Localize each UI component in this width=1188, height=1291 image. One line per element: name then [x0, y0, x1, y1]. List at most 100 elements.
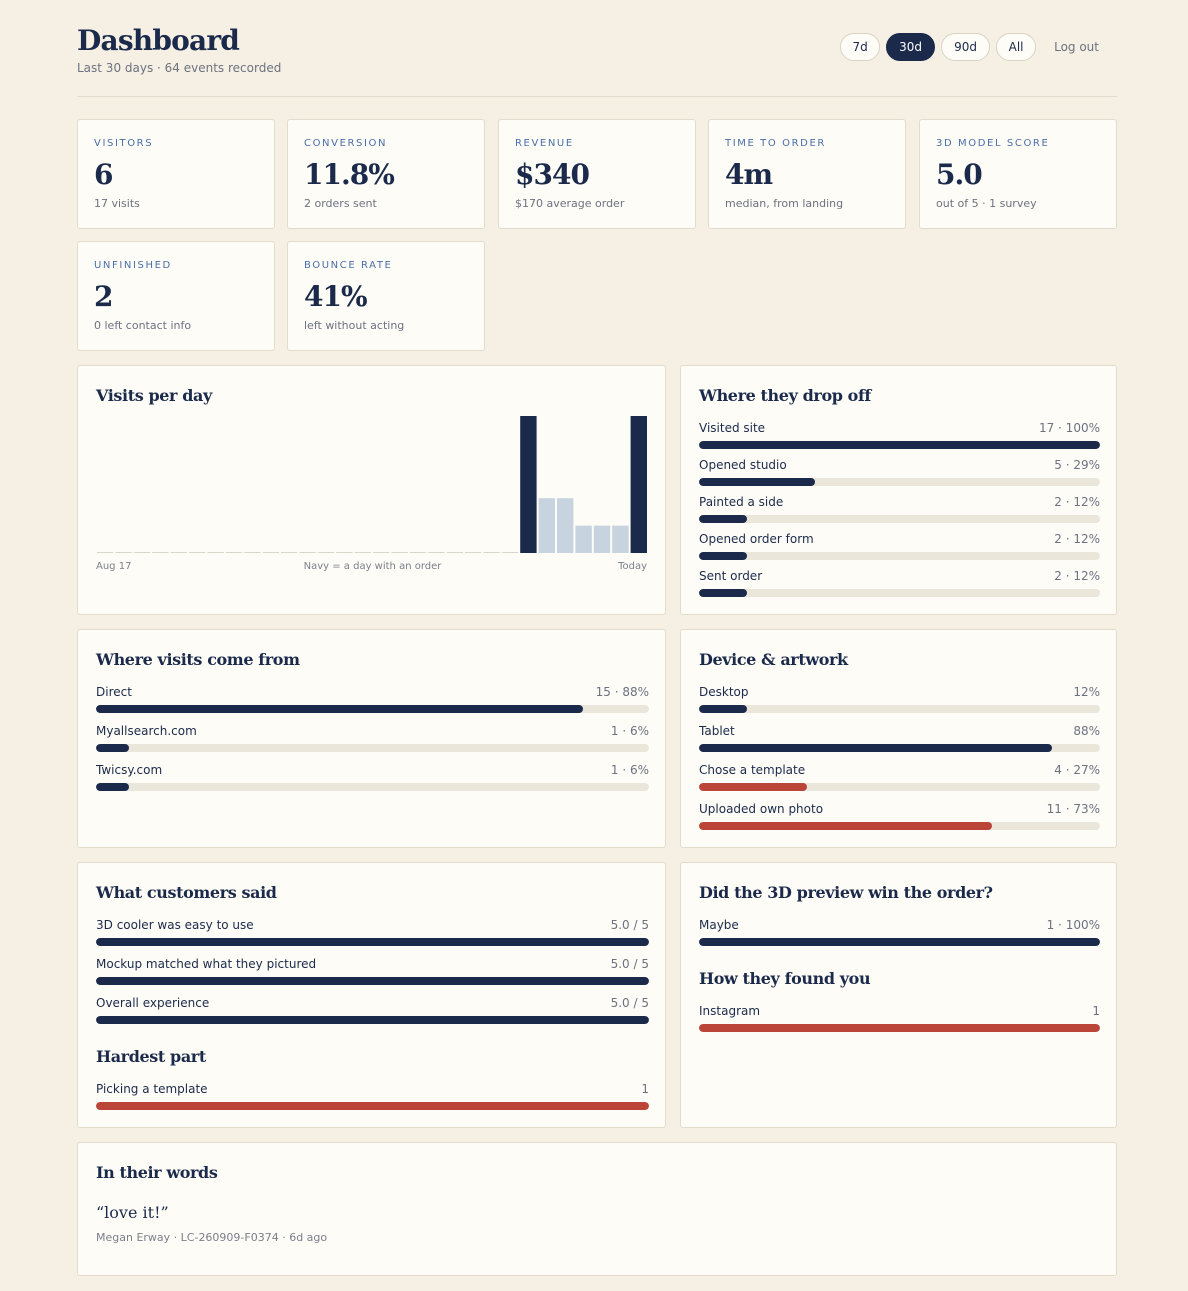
panel-title: Visits per day	[96, 386, 212, 405]
kpi-sub: left without acting	[304, 319, 405, 332]
kpi-value: 11.8%	[304, 158, 395, 191]
visits-chart	[97, 416, 647, 553]
kpi-value: 5.0	[936, 158, 983, 191]
kpi-label: CONVERSION	[304, 138, 388, 149]
empty-day-bar	[501, 552, 519, 553]
bar-label: Tablet	[699, 724, 735, 738]
customer-feedback-panel: What customers said 3D cooler was easy t…	[77, 862, 666, 1128]
empty-day-bar	[225, 552, 243, 553]
bar-fill	[699, 783, 808, 791]
bar-label: Opened studio	[699, 458, 787, 472]
empty-day-bar	[483, 552, 500, 553]
visit-sources-panel: Where visits come from Direct 15 · 88% Mya…	[77, 629, 666, 848]
kpi-value: $340	[515, 158, 590, 191]
bar-row: Painted a side 2 · 12%	[699, 495, 1100, 525]
range-90d-button[interactable]: 90d	[941, 33, 991, 61]
bar-label: Sent order	[699, 569, 763, 583]
bar-track	[699, 478, 1100, 486]
bar-value: 1	[641, 1082, 649, 1096]
bar-track	[699, 744, 1100, 752]
empty-day-bar	[465, 552, 482, 553]
empty-day-bar	[446, 552, 463, 553]
bar-value: 5.0 / 5	[610, 996, 649, 1010]
kpi-value: 6	[94, 158, 114, 191]
range-30d-button[interactable]: 30d	[886, 33, 936, 61]
bar-fill	[699, 552, 748, 560]
bar-label: Opened order form	[699, 532, 814, 546]
visit-day-bar	[612, 525, 629, 553]
bar-track	[699, 938, 1100, 946]
bar-label: Desktop	[699, 685, 749, 699]
empty-day-bar	[373, 552, 390, 553]
bar-row: Opened order form 2 · 12%	[699, 532, 1100, 562]
empty-day-bar	[336, 552, 353, 553]
empty-day-bar	[133, 552, 151, 553]
bar-row: Maybe 1 · 100%	[699, 918, 1100, 948]
visit-day-bar	[538, 498, 555, 553]
bar-label: Twicsy.com	[96, 763, 163, 777]
bar-value: 1 · 6%	[610, 724, 649, 738]
bar-value: 1 · 6%	[610, 763, 649, 777]
logout-link[interactable]: Log out	[1054, 40, 1099, 54]
bar-track	[699, 783, 1100, 791]
bar-row: Chose a template 4 · 27%	[699, 763, 1100, 793]
drop-off-panel: Where they drop off Visited site 17 · 100…	[680, 365, 1117, 615]
empty-day-bar	[281, 552, 298, 553]
bar-label: Overall experience	[96, 996, 210, 1010]
panel-title: In their words	[96, 1163, 218, 1182]
visit-day-bar	[575, 525, 592, 553]
bar-track	[96, 977, 649, 985]
range-7d-button[interactable]: 7d	[840, 33, 881, 61]
bar-row: Mockup matched what they pictured 5.0 / 5	[96, 957, 649, 987]
kpi-card-conversion: CONVERSION 11.8% 2 orders sent	[287, 119, 485, 229]
testimonial-quote: “love it!”	[96, 1203, 169, 1222]
bar-track	[699, 822, 1100, 830]
bar-row: Uploaded own photo 11 · 73%	[699, 802, 1100, 832]
panel-title: Did the 3D preview win the order?	[699, 883, 993, 902]
bar-label: Myallsearch.com	[96, 724, 197, 738]
empty-day-bar	[189, 552, 206, 553]
bar-fill	[96, 705, 583, 713]
bar-value: 2 · 12%	[1054, 569, 1100, 583]
bar-value: 5.0 / 5	[610, 957, 649, 971]
kpi-sub: $170 average order	[515, 197, 625, 210]
kpi-label: VISITORS	[94, 138, 154, 149]
order-day-bar	[630, 416, 647, 553]
bar-fill	[699, 478, 816, 486]
bar-row: Overall experience 5.0 / 5	[96, 996, 649, 1026]
bar-fill	[699, 938, 1100, 946]
bar-value: 2 · 12%	[1054, 495, 1100, 509]
bar-value: 15 · 88%	[595, 685, 649, 699]
visit-day-bar	[593, 525, 611, 553]
bar-fill	[699, 744, 1052, 752]
empty-day-bar	[262, 552, 279, 553]
empty-day-bar	[170, 552, 187, 553]
testimonial-panel: In their words “love it!” Megan Erway · …	[77, 1142, 1117, 1276]
kpi-sub: median, from landing	[725, 197, 844, 210]
range-all-button[interactable]: All	[996, 33, 1037, 61]
bar-value: 17 · 100%	[1038, 421, 1100, 435]
bar-row: Visited site 17 · 100%	[699, 421, 1100, 451]
page-title: Dashboard	[77, 24, 240, 57]
empty-day-bar	[97, 552, 114, 553]
bar-track	[96, 1102, 649, 1110]
panel-subtitle: How they found you	[699, 969, 871, 988]
empty-day-bar	[244, 552, 261, 553]
bar-track	[699, 705, 1100, 713]
chart-end-label: Today	[618, 561, 647, 572]
bar-value: 5.0 / 5	[610, 918, 649, 932]
bar-row: Twicsy.com 1 · 6%	[96, 763, 649, 793]
bar-label: Visited site	[699, 421, 766, 435]
bar-value: 11 · 73%	[1046, 802, 1100, 816]
bar-fill	[699, 589, 748, 597]
bar-value: 1	[1092, 1004, 1100, 1018]
bar-fill	[699, 441, 1100, 449]
bar-value: 5 · 29%	[1054, 458, 1100, 472]
dashboard: Dashboard Last 30 days · 64 events recor…	[77, 0, 1117, 1276]
bar-value: 4 · 27%	[1054, 763, 1100, 777]
bar-label: Picking a template	[96, 1082, 208, 1096]
bar-value: 88%	[1073, 724, 1100, 738]
bar-row: Direct 15 · 88%	[96, 685, 649, 715]
panel-title: What customers said	[96, 883, 277, 902]
kpi-card-time-to-order: TIME TO ORDER 4m median, from landing	[708, 119, 906, 229]
